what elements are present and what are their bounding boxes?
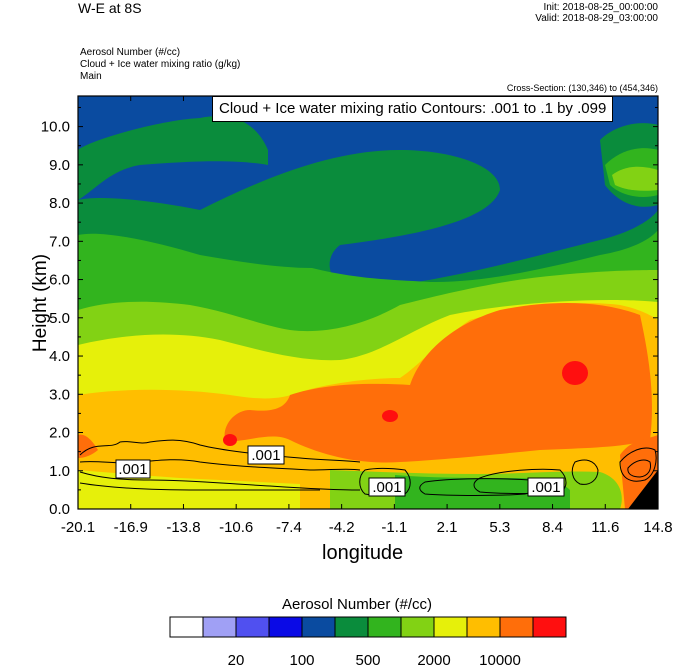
- contour-label-box: [115, 459, 151, 479]
- x-tick-label: -16.9: [114, 519, 148, 536]
- x-tick-label: -4.2: [329, 519, 355, 536]
- colorbar-swatch: [499, 616, 534, 638]
- contour-label-box: [247, 445, 285, 465]
- x-axis-ticks: -20.1 -16.9 -13.8 -10.6 -7.4 -4.2 -1.1 2.1 5.3 8.…: [61, 96, 673, 536]
- colorbar-swatch: [268, 616, 303, 638]
- colorbar-label: 2000: [417, 652, 450, 667]
- y-axis-ticks: 0.0 1.0 2.0 3.0 4.0 5.0 6.0 7.0 8.0 9.0 10.0: [41, 106, 658, 518]
- y-tick-label: 2.0: [49, 425, 70, 442]
- colorbar-swatch: [400, 616, 435, 638]
- contour-label: .001: [251, 447, 280, 464]
- y-tick-label: 8.0: [49, 195, 70, 212]
- cross-section-info: Cross-Section: (130,346) to (454,346): [506, 83, 658, 93]
- y-tick-label: 0.0: [49, 501, 70, 518]
- init-time: Init: 2018-08-25_00:00:00: [543, 2, 658, 13]
- colorbar-swatch: [169, 616, 204, 638]
- colorbar-swatch: [532, 616, 567, 638]
- x-tick-label: -20.1: [61, 519, 95, 536]
- contour-label-box: [368, 477, 406, 497]
- y-tick-label: 4.0: [49, 348, 70, 365]
- colorbar: 20 100 500 2000 10000: [169, 616, 567, 667]
- colorbar-swatch: [466, 616, 501, 638]
- y-tick-label: 9.0: [49, 157, 70, 174]
- colorbar-title: Aerosol Number (#/cc): [282, 596, 433, 613]
- x-tick-label: 8.4: [542, 519, 563, 536]
- colorbar-swatch: [301, 616, 336, 638]
- contour-label: .001: [118, 461, 147, 478]
- y-tick-label: 7.0: [49, 233, 70, 250]
- main-title: W-E at 8S: [78, 0, 142, 16]
- contour-label-boxes: .001 .001 .001 .001: [115, 445, 565, 497]
- contour-info-box: Cloud + Ice water mixing ratio Contours:…: [212, 96, 614, 122]
- x-tick-label: -7.4: [276, 519, 302, 536]
- y-tick-label: 10.0: [41, 119, 70, 136]
- y-tick-label: 1.0: [49, 463, 70, 480]
- colorbar-swatch: [235, 616, 270, 638]
- colorbar-swatch: [433, 616, 468, 638]
- y-tick-label: 5.0: [49, 310, 70, 327]
- contour-label: .001: [372, 479, 401, 496]
- field-name-main: Main: [80, 71, 102, 82]
- colorbar-label: 100: [289, 652, 314, 667]
- field-name-cloud-ice: Cloud + Ice water mixing ratio (g/kg): [80, 59, 241, 70]
- x-axis-label: longitude: [322, 542, 404, 564]
- x-tick-label: 14.8: [643, 519, 672, 536]
- contour-label: .001: [531, 479, 560, 496]
- y-tick-label: 3.0: [49, 386, 70, 403]
- x-tick-label: -10.6: [219, 519, 253, 536]
- x-tick-label: 11.6: [591, 519, 619, 536]
- valid-time: Valid: 2018-08-29_03:00:00: [535, 13, 658, 24]
- field-name-aerosol: Aerosol Number (#/cc): [80, 47, 181, 58]
- colorbar-label: 10000: [479, 652, 521, 667]
- x-tick-label: -1.1: [381, 519, 407, 536]
- colorbar-label: 20: [228, 652, 245, 667]
- y-tick-label: 6.0: [49, 272, 70, 289]
- contour-label-box: [527, 477, 565, 497]
- colorbar-swatch: [202, 616, 237, 638]
- x-tick-label: -13.8: [166, 519, 200, 536]
- x-tick-label: 5.3: [489, 519, 510, 536]
- colorbar-label: 500: [355, 652, 380, 667]
- colorbar-swatch: [334, 616, 369, 638]
- heatmap-field: [78, 96, 658, 509]
- x-tick-label: 2.1: [437, 519, 458, 536]
- colorbar-swatch: [367, 616, 402, 638]
